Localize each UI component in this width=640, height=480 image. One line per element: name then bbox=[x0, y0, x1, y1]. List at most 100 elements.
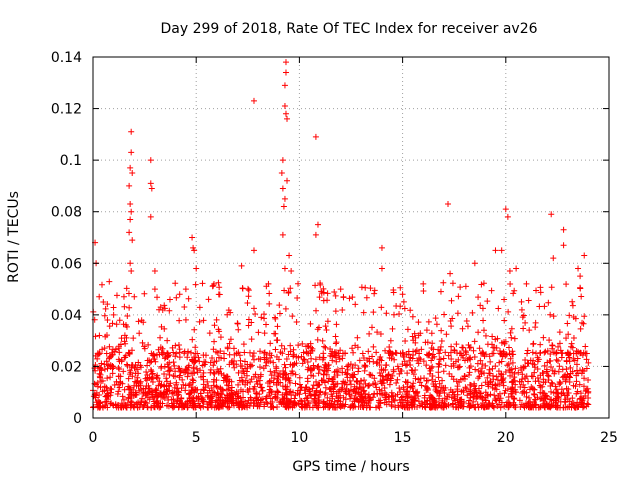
data-point bbox=[250, 97, 257, 104]
data-point bbox=[274, 394, 281, 401]
data-point bbox=[114, 391, 121, 398]
data-point bbox=[200, 373, 207, 380]
data-point bbox=[549, 345, 556, 352]
data-point bbox=[261, 330, 268, 337]
data-point bbox=[213, 377, 220, 384]
data-point bbox=[320, 371, 327, 378]
data-point bbox=[381, 384, 388, 391]
data-point bbox=[306, 388, 313, 395]
data-point bbox=[161, 371, 168, 378]
data-point bbox=[409, 355, 416, 362]
data-point bbox=[118, 357, 125, 364]
data-point bbox=[521, 390, 528, 397]
data-point bbox=[335, 350, 342, 357]
x-tick-label: 15 bbox=[394, 430, 412, 446]
data-point bbox=[271, 330, 278, 337]
data-point bbox=[210, 346, 217, 353]
data-point bbox=[398, 394, 405, 401]
data-point bbox=[163, 378, 170, 385]
data-point bbox=[155, 392, 162, 399]
data-point bbox=[121, 303, 128, 310]
data-point bbox=[352, 403, 359, 410]
data-point bbox=[484, 298, 491, 305]
data-point bbox=[436, 380, 443, 387]
data-point bbox=[289, 362, 296, 369]
data-point bbox=[433, 321, 440, 328]
data-point bbox=[319, 337, 326, 344]
data-point bbox=[564, 349, 571, 356]
data-point bbox=[207, 369, 214, 376]
data-point bbox=[432, 315, 439, 322]
data-point bbox=[349, 373, 356, 380]
data-point bbox=[215, 394, 222, 401]
data-point bbox=[355, 368, 362, 375]
data-point bbox=[247, 363, 254, 370]
data-point bbox=[321, 364, 328, 371]
data-point bbox=[176, 317, 183, 324]
data-point bbox=[93, 399, 100, 406]
data-point bbox=[327, 402, 334, 409]
data-point bbox=[262, 362, 269, 369]
data-point bbox=[433, 383, 440, 390]
data-point bbox=[378, 357, 385, 364]
data-point bbox=[361, 362, 368, 369]
data-point bbox=[106, 323, 113, 330]
data-point bbox=[365, 391, 372, 398]
data-point bbox=[263, 351, 270, 358]
data-point bbox=[576, 396, 583, 403]
data-point bbox=[417, 356, 424, 363]
data-point bbox=[516, 397, 523, 404]
data-point bbox=[367, 285, 374, 292]
data-point bbox=[126, 304, 133, 311]
data-point bbox=[570, 382, 577, 389]
data-point bbox=[507, 366, 514, 373]
data-point bbox=[440, 402, 447, 409]
data-point bbox=[176, 349, 183, 356]
data-point bbox=[444, 393, 451, 400]
data-point bbox=[239, 285, 246, 292]
data-point bbox=[191, 326, 198, 333]
data-point bbox=[354, 334, 361, 341]
data-point bbox=[125, 375, 132, 382]
data-point bbox=[277, 349, 284, 356]
data-point bbox=[344, 370, 351, 377]
data-point bbox=[255, 397, 262, 404]
data-point bbox=[113, 292, 120, 299]
data-point bbox=[429, 351, 436, 358]
data-point bbox=[374, 329, 381, 336]
data-point bbox=[186, 397, 193, 404]
data-point bbox=[210, 388, 217, 395]
data-point bbox=[442, 362, 449, 369]
data-point bbox=[518, 298, 525, 305]
data-point bbox=[496, 381, 503, 388]
data-point bbox=[196, 402, 203, 409]
data-point bbox=[176, 291, 183, 298]
data-point bbox=[221, 355, 228, 362]
data-point bbox=[245, 285, 252, 292]
data-point bbox=[365, 348, 372, 355]
data-point bbox=[172, 342, 179, 349]
data-point bbox=[104, 365, 111, 372]
data-point bbox=[463, 351, 470, 358]
data-point bbox=[251, 305, 257, 312]
data-point bbox=[106, 354, 113, 361]
data-point bbox=[245, 322, 252, 329]
data-point bbox=[313, 307, 320, 314]
data-point bbox=[464, 392, 471, 399]
data-point bbox=[214, 390, 221, 397]
data-point bbox=[156, 306, 163, 313]
data-point bbox=[525, 378, 532, 385]
data-point bbox=[161, 325, 168, 332]
data-point bbox=[512, 404, 519, 411]
data-point bbox=[475, 375, 482, 382]
data-point bbox=[257, 364, 264, 371]
data-point bbox=[108, 349, 115, 356]
data-point bbox=[325, 367, 332, 374]
data-point bbox=[454, 383, 461, 390]
data-point bbox=[231, 364, 238, 371]
data-point bbox=[215, 404, 222, 411]
data-point bbox=[530, 341, 537, 348]
data-point bbox=[423, 327, 430, 334]
data-point bbox=[388, 389, 395, 396]
data-point bbox=[290, 389, 297, 396]
